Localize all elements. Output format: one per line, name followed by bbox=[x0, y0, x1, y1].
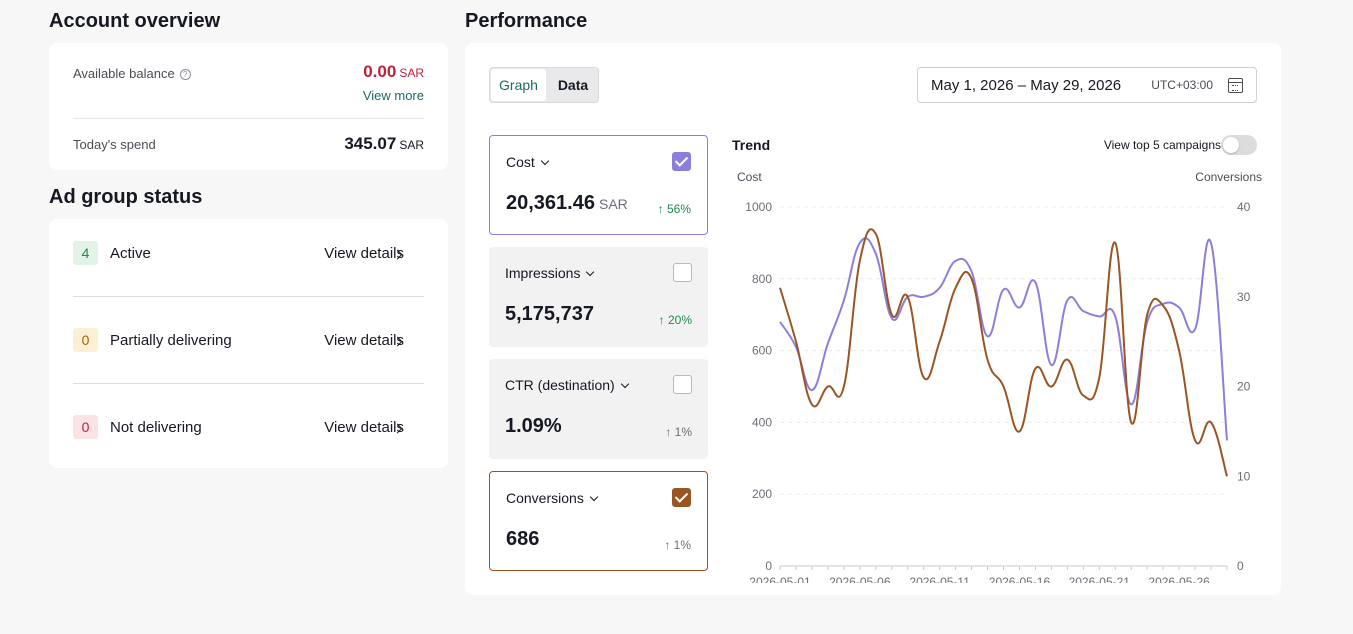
metric-change: ↑ 1% bbox=[664, 538, 691, 552]
performance-title: Performance bbox=[465, 10, 588, 32]
tab-data[interactable]: Data bbox=[557, 77, 589, 93]
metric-value: 5,175,737 bbox=[505, 303, 594, 325]
available-balance-label: Available balance? bbox=[73, 66, 191, 81]
right-tick-label: 0 bbox=[1237, 559, 1244, 573]
date-range-text: May 1, 2026 – May 29, 2026 bbox=[931, 77, 1122, 94]
ad-group-status-label: Not delivering bbox=[110, 419, 202, 436]
metric-value: 686 bbox=[506, 528, 540, 550]
metric-name[interactable]: Conversions bbox=[506, 490, 599, 506]
metric-card-impressions[interactable]: Impressions 5,175,737 ↑ 20% bbox=[489, 247, 708, 347]
chevron-down-icon[interactable] bbox=[589, 492, 599, 502]
metric-checkbox[interactable] bbox=[673, 375, 692, 394]
ad-group-status-label: Partially delivering bbox=[110, 332, 232, 349]
left-tick-label: 1000 bbox=[745, 200, 772, 214]
right-tick-label: 10 bbox=[1237, 469, 1251, 483]
series-line-cost bbox=[779, 237, 1228, 441]
metric-name[interactable]: CTR (destination) bbox=[505, 377, 629, 393]
metric-card-cost[interactable]: Cost 20,361.46 SAR ↑ 56% bbox=[489, 135, 708, 235]
left-tick-label: 200 bbox=[752, 487, 772, 501]
metric-checkbox[interactable] bbox=[673, 263, 692, 282]
timezone-label: UTC+03:00 bbox=[1151, 78, 1213, 92]
x-tick-label: 2026-05-21 bbox=[1069, 575, 1131, 583]
metric-value: 1.09% bbox=[505, 415, 562, 437]
view-more-link[interactable]: View more bbox=[362, 88, 424, 103]
metric-name[interactable]: Cost bbox=[506, 154, 550, 170]
view-top5-toggle[interactable] bbox=[1221, 135, 1257, 155]
divider bbox=[73, 118, 424, 119]
account-overview-title: Account overview bbox=[49, 10, 221, 32]
metric-value: 20,361.46 SAR bbox=[506, 192, 628, 214]
metric-change: ↑ 1% bbox=[665, 425, 692, 439]
metric-card-conversions[interactable]: Conversions 686 ↑ 1% bbox=[489, 471, 708, 571]
status-badge: 0 bbox=[73, 328, 98, 352]
metric-checkbox[interactable] bbox=[672, 488, 691, 507]
metric-name[interactable]: Impressions bbox=[505, 265, 595, 281]
ad-group-status-title: Ad group status bbox=[49, 186, 203, 208]
available-balance-value: 0.00 SAR bbox=[363, 62, 424, 81]
chevron-down-icon[interactable] bbox=[540, 156, 550, 166]
x-tick-label: 2026-05-06 bbox=[829, 575, 891, 583]
x-tick-label: 2026-05-01 bbox=[749, 575, 811, 583]
question-circle-icon[interactable]: ? bbox=[179, 69, 191, 80]
x-tick-label: 2026-05-16 bbox=[989, 575, 1051, 583]
left-tick-label: 600 bbox=[752, 344, 772, 358]
left-axis-label: Cost bbox=[737, 170, 762, 184]
chevron-down-icon[interactable] bbox=[586, 267, 595, 277]
performance-card: Graph Data May 1, 2026 – May 29, 2026 UT… bbox=[465, 43, 1281, 595]
ad-group-status-card: 4 Active View details 0 Partially delive… bbox=[49, 219, 448, 468]
status-badge: 0 bbox=[73, 415, 98, 439]
ad-group-row-active: 4 Active View details bbox=[73, 241, 424, 267]
account-overview-card: Available balance? 0.00 SAR View more Tod… bbox=[49, 43, 448, 170]
series-line-conversions bbox=[779, 228, 1228, 477]
view-details-link[interactable]: View details bbox=[324, 245, 404, 262]
ad-group-status-label: Active bbox=[110, 245, 151, 262]
view-details-link[interactable]: View details bbox=[324, 419, 404, 436]
right-tick-label: 30 bbox=[1237, 290, 1251, 304]
view-top5-label: View top 5 campaigns bbox=[1103, 138, 1221, 152]
todays-spend-value: 345.07 SAR bbox=[344, 134, 424, 153]
tab-graph[interactable]: Graph bbox=[491, 69, 546, 101]
date-range-picker[interactable]: May 1, 2026 – May 29, 2026 UTC+03:00 bbox=[917, 67, 1257, 103]
calendar-icon[interactable] bbox=[1228, 78, 1243, 93]
status-badge: 4 bbox=[73, 241, 98, 265]
x-tick-label: 2026-05-11 bbox=[909, 575, 970, 583]
left-tick-label: 0 bbox=[765, 559, 772, 573]
ad-group-row-partially-delivering: 0 Partially delivering View details bbox=[73, 328, 424, 354]
metric-card-ctr[interactable]: CTR (destination) 1.09% ↑ 1% bbox=[489, 359, 708, 459]
trend-title: Trend bbox=[732, 137, 771, 153]
graph-data-toggle: Graph Data bbox=[489, 67, 599, 103]
right-axis-label: Conversions bbox=[1195, 170, 1262, 184]
divider bbox=[73, 296, 424, 297]
metric-checkbox[interactable] bbox=[672, 152, 691, 171]
right-tick-label: 40 bbox=[1237, 200, 1251, 214]
x-tick-label: 2026-05-26 bbox=[1148, 575, 1210, 583]
right-tick-label: 20 bbox=[1237, 380, 1251, 394]
todays-spend-label: Today's spend bbox=[73, 137, 156, 152]
trend-chart: Cost Conversions 0 200 400 600 800 1000 0 10 20 30 4… bbox=[737, 170, 1262, 583]
left-tick-label: 400 bbox=[752, 415, 772, 429]
chevron-down-icon[interactable] bbox=[620, 379, 629, 389]
ad-group-row-not-delivering: 0 Not delivering View details bbox=[73, 415, 424, 441]
metric-change: ↑ 20% bbox=[658, 313, 692, 327]
left-tick-label: 800 bbox=[752, 272, 772, 286]
divider bbox=[73, 383, 424, 384]
view-details-link[interactable]: View details bbox=[324, 332, 404, 349]
metric-change: ↑ 56% bbox=[657, 202, 691, 216]
